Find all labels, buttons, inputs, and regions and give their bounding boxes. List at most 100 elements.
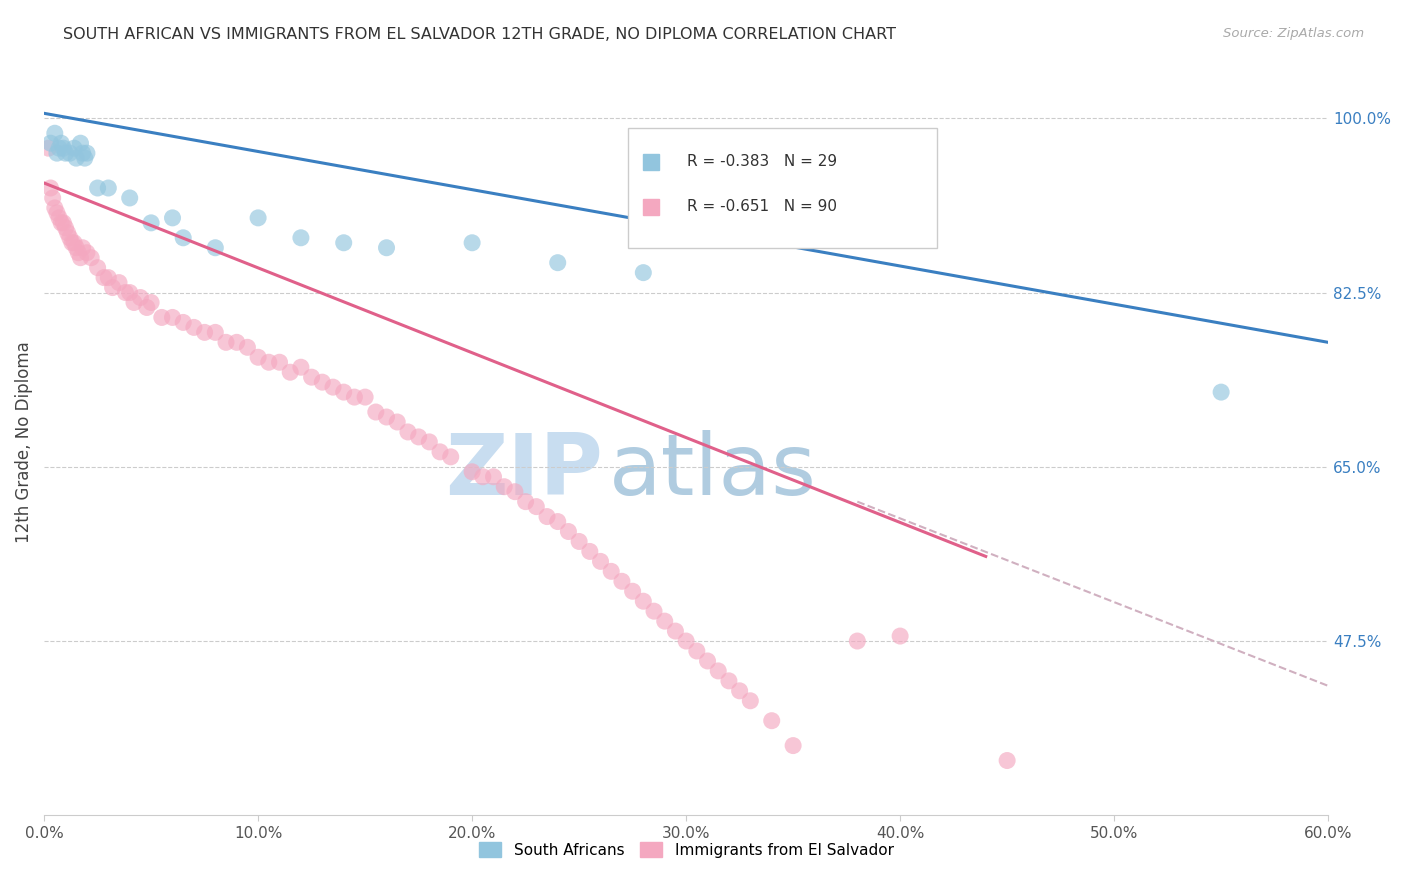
Point <box>51 136 73 151</box>
Text: atlas: atlas <box>609 430 817 513</box>
Point <box>482 469 505 483</box>
Point <box>471 469 494 483</box>
Point <box>52 216 75 230</box>
Point <box>46 146 69 161</box>
Point <box>73 151 96 165</box>
Point <box>52 141 75 155</box>
Point <box>568 534 591 549</box>
Point <box>633 594 655 608</box>
Point <box>67 245 90 260</box>
Point <box>396 425 419 439</box>
Point <box>536 509 558 524</box>
Point <box>60 235 83 250</box>
Point <box>375 241 398 255</box>
Point <box>247 351 270 365</box>
Point <box>387 415 409 429</box>
Point <box>728 683 751 698</box>
Point <box>600 565 623 579</box>
Point <box>93 270 115 285</box>
Point <box>494 480 516 494</box>
Point <box>290 231 312 245</box>
Point <box>48 141 70 155</box>
Point <box>547 255 569 269</box>
Point <box>97 181 120 195</box>
Text: ZIP: ZIP <box>444 430 603 513</box>
Point <box>44 201 66 215</box>
Point <box>579 544 602 558</box>
Text: SOUTH AFRICAN VS IMMIGRANTS FROM EL SALVADOR 12TH GRADE, NO DIPLOMA CORRELATION : SOUTH AFRICAN VS IMMIGRANTS FROM EL SALV… <box>63 27 896 42</box>
Point <box>59 231 82 245</box>
Point <box>633 266 655 280</box>
Point <box>183 320 205 334</box>
Point <box>162 211 184 225</box>
Y-axis label: 12th Grade, No Diploma: 12th Grade, No Diploma <box>15 341 32 542</box>
Point <box>269 355 291 369</box>
Point <box>332 385 354 400</box>
Point <box>139 295 162 310</box>
Point <box>65 241 87 255</box>
Point <box>610 574 633 589</box>
Text: Source: ZipAtlas.com: Source: ZipAtlas.com <box>1223 27 1364 40</box>
Point <box>39 181 62 195</box>
Point <box>44 126 66 140</box>
Point <box>343 390 366 404</box>
Point <box>621 584 644 599</box>
Point <box>129 291 152 305</box>
Point <box>461 465 484 479</box>
Point <box>80 251 103 265</box>
Point <box>846 634 869 648</box>
Point <box>696 654 718 668</box>
Point <box>782 739 804 753</box>
Point <box>172 315 194 329</box>
Point <box>225 335 247 350</box>
Point <box>664 624 686 638</box>
Point <box>461 235 484 250</box>
Point <box>654 614 676 628</box>
Point <box>135 301 157 315</box>
Point <box>172 231 194 245</box>
Point <box>55 220 77 235</box>
Point <box>408 430 430 444</box>
Point <box>59 146 82 161</box>
Point <box>311 375 333 389</box>
Point <box>162 310 184 325</box>
Point <box>322 380 344 394</box>
Point <box>76 146 98 161</box>
Point <box>101 280 124 294</box>
Point <box>332 235 354 250</box>
Point <box>204 241 226 255</box>
Point <box>86 260 108 275</box>
Point <box>440 450 463 464</box>
Point <box>118 191 141 205</box>
Point <box>643 604 665 618</box>
Point <box>707 664 730 678</box>
Point <box>65 151 87 165</box>
Point <box>524 500 547 514</box>
Point <box>86 181 108 195</box>
Point <box>139 216 162 230</box>
Point <box>1211 385 1233 400</box>
Point <box>717 673 740 688</box>
FancyBboxPatch shape <box>628 128 936 248</box>
Point <box>69 136 91 151</box>
Point <box>503 484 526 499</box>
Point <box>37 141 59 155</box>
Point <box>761 714 783 728</box>
Point <box>257 355 280 369</box>
Point <box>204 326 226 340</box>
Point <box>41 191 63 205</box>
Point <box>48 211 70 225</box>
Point <box>122 295 145 310</box>
Point <box>589 554 612 568</box>
Point <box>290 360 312 375</box>
Point <box>39 136 62 151</box>
Point <box>675 634 697 648</box>
Point <box>364 405 387 419</box>
Point <box>114 285 136 300</box>
Point <box>301 370 323 384</box>
Point <box>547 515 569 529</box>
Point <box>108 276 131 290</box>
Point <box>72 241 94 255</box>
Point <box>51 216 73 230</box>
Point <box>686 644 709 658</box>
